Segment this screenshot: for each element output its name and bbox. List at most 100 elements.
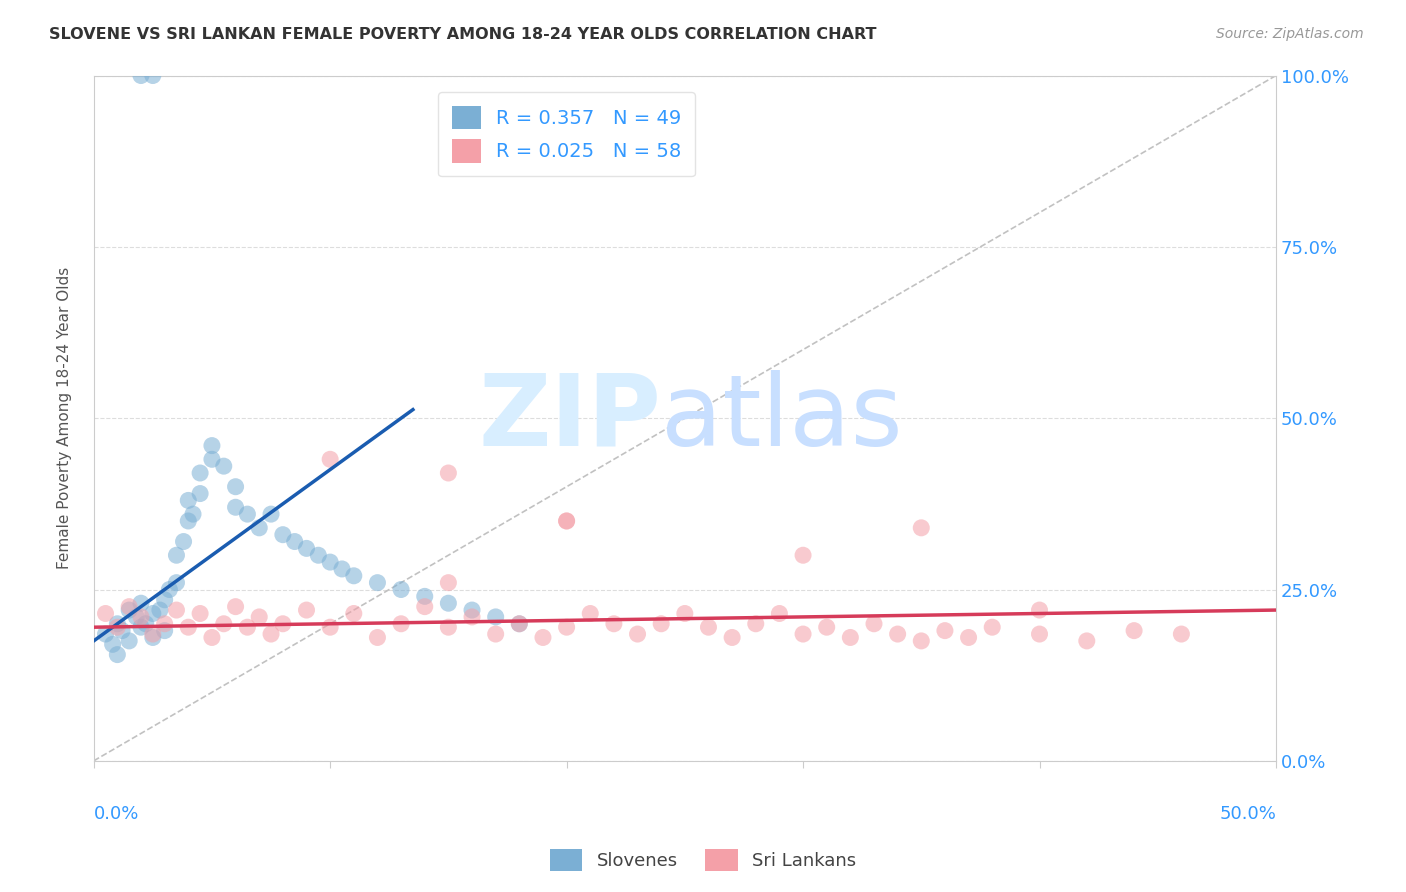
Point bbox=[118, 603, 141, 617]
Point bbox=[142, 69, 165, 83]
Point bbox=[319, 555, 342, 569]
Point bbox=[225, 500, 247, 515]
Point bbox=[142, 631, 165, 645]
Point bbox=[768, 607, 790, 621]
Text: Source: ZipAtlas.com: Source: ZipAtlas.com bbox=[1216, 27, 1364, 41]
Point bbox=[437, 575, 460, 590]
Point bbox=[201, 439, 224, 453]
Point bbox=[957, 631, 980, 645]
Point bbox=[177, 514, 200, 528]
Point bbox=[236, 507, 259, 521]
Point bbox=[181, 507, 204, 521]
Point bbox=[1170, 627, 1192, 641]
Point bbox=[343, 569, 366, 583]
Point bbox=[815, 620, 838, 634]
Point bbox=[153, 592, 176, 607]
Point bbox=[157, 582, 180, 597]
Point bbox=[603, 616, 626, 631]
Point bbox=[1028, 627, 1050, 641]
Point bbox=[745, 616, 768, 631]
Point bbox=[1123, 624, 1146, 638]
Point bbox=[792, 548, 814, 562]
Point bbox=[135, 616, 157, 631]
Point bbox=[295, 603, 318, 617]
Text: atlas: atlas bbox=[661, 369, 903, 467]
Point bbox=[212, 616, 235, 631]
Point bbox=[105, 648, 128, 662]
Point bbox=[319, 620, 342, 634]
Point bbox=[366, 575, 388, 590]
Point bbox=[626, 627, 648, 641]
Point bbox=[319, 452, 342, 467]
Point bbox=[118, 634, 141, 648]
Point bbox=[105, 616, 128, 631]
Point bbox=[910, 634, 932, 648]
Point bbox=[166, 575, 188, 590]
Point bbox=[485, 627, 508, 641]
Point bbox=[142, 627, 165, 641]
Point bbox=[555, 514, 578, 528]
Point bbox=[153, 616, 176, 631]
Point bbox=[111, 624, 134, 638]
Point bbox=[247, 610, 270, 624]
Point bbox=[307, 548, 329, 562]
Point bbox=[697, 620, 720, 634]
Point bbox=[149, 603, 172, 617]
Point bbox=[129, 620, 152, 634]
Point bbox=[94, 627, 117, 641]
Point bbox=[863, 616, 886, 631]
Point bbox=[94, 607, 117, 621]
Point bbox=[284, 534, 307, 549]
Point bbox=[188, 486, 211, 500]
Point bbox=[981, 620, 1004, 634]
Point bbox=[792, 627, 814, 641]
Point bbox=[142, 607, 165, 621]
Point bbox=[673, 607, 696, 621]
Point bbox=[650, 616, 672, 631]
Point bbox=[437, 620, 460, 634]
Point bbox=[129, 596, 152, 610]
Point bbox=[271, 616, 294, 631]
Point bbox=[101, 637, 124, 651]
Point bbox=[413, 590, 436, 604]
Point bbox=[129, 69, 152, 83]
Point bbox=[188, 607, 211, 621]
Point bbox=[212, 459, 235, 474]
Point bbox=[247, 521, 270, 535]
Point bbox=[201, 452, 224, 467]
Y-axis label: Female Poverty Among 18-24 Year Olds: Female Poverty Among 18-24 Year Olds bbox=[58, 267, 72, 569]
Point bbox=[295, 541, 318, 556]
Point bbox=[461, 610, 484, 624]
Point bbox=[1028, 603, 1050, 617]
Point bbox=[188, 466, 211, 480]
Point bbox=[173, 534, 195, 549]
Point bbox=[437, 466, 460, 480]
Point bbox=[225, 599, 247, 614]
Point bbox=[225, 480, 247, 494]
Point bbox=[1076, 634, 1098, 648]
Point bbox=[721, 631, 744, 645]
Point bbox=[555, 620, 578, 634]
Legend: R = 0.357   N = 49, R = 0.025   N = 58: R = 0.357 N = 49, R = 0.025 N = 58 bbox=[439, 92, 695, 177]
Point bbox=[485, 610, 508, 624]
Point bbox=[330, 562, 353, 576]
Text: SLOVENE VS SRI LANKAN FEMALE POVERTY AMONG 18-24 YEAR OLDS CORRELATION CHART: SLOVENE VS SRI LANKAN FEMALE POVERTY AMO… bbox=[49, 27, 877, 42]
Point bbox=[153, 624, 176, 638]
Point bbox=[201, 631, 224, 645]
Point bbox=[886, 627, 908, 641]
Point bbox=[125, 610, 148, 624]
Point bbox=[271, 527, 294, 541]
Point bbox=[105, 620, 128, 634]
Point bbox=[508, 616, 530, 631]
Text: ZIP: ZIP bbox=[478, 369, 661, 467]
Point bbox=[910, 521, 932, 535]
Point bbox=[260, 507, 283, 521]
Point bbox=[260, 627, 283, 641]
Point bbox=[839, 631, 862, 645]
Point bbox=[166, 548, 188, 562]
Point bbox=[177, 493, 200, 508]
Text: 50.0%: 50.0% bbox=[1219, 805, 1277, 823]
Point bbox=[177, 620, 200, 634]
Point bbox=[389, 616, 412, 631]
Point bbox=[118, 599, 141, 614]
